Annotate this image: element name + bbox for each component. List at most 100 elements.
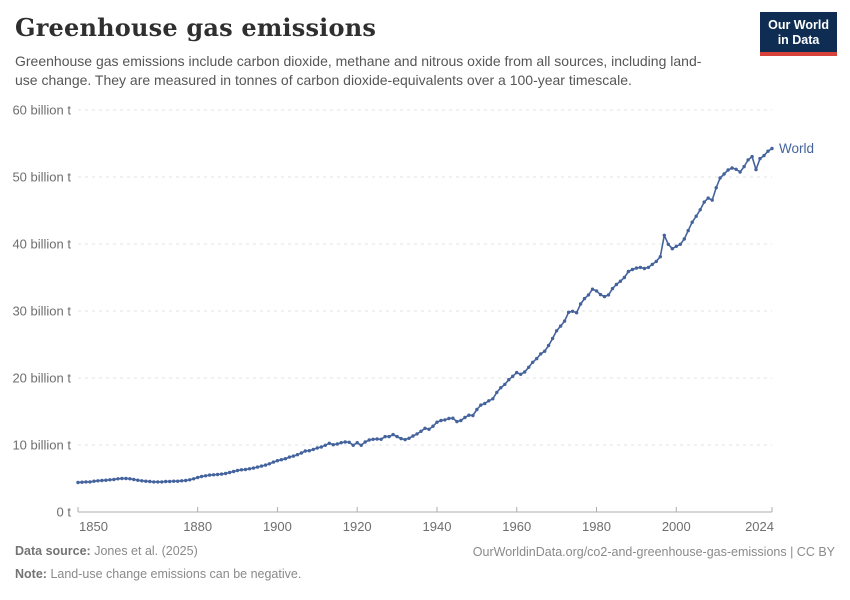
data-point[interactable] [243,467,248,472]
data-point[interactable] [686,228,690,233]
data-point[interactable] [415,432,419,436]
data-point[interactable] [698,208,702,212]
data-point[interactable] [543,349,547,353]
data-point[interactable] [754,167,758,172]
data-point[interactable] [702,200,706,204]
data-point[interactable] [746,158,750,162]
data-point[interactable] [682,237,686,241]
data-point[interactable] [331,443,335,447]
data-point[interactable] [646,265,651,270]
data-point[interactable] [231,469,236,474]
data-point[interactable] [203,474,208,478]
data-point[interactable] [263,463,268,467]
data-point[interactable] [550,336,555,341]
data-point[interactable] [180,479,184,483]
data-point[interactable] [423,426,427,430]
data-point[interactable] [467,413,471,417]
data-point[interactable] [188,478,192,482]
data-point[interactable] [447,416,451,421]
data-point[interactable] [108,478,112,482]
data-point[interactable] [132,477,136,482]
data-point[interactable] [259,464,264,468]
data-point[interactable] [76,480,80,485]
data-point[interactable] [291,454,296,458]
data-point[interactable] [758,156,762,161]
data-point[interactable] [523,370,527,374]
data-point[interactable] [283,457,288,461]
data-point[interactable] [219,472,224,476]
data-point[interactable] [558,324,563,328]
data-point[interactable] [247,467,252,471]
data-point[interactable] [343,440,347,444]
data-point[interactable] [120,476,124,481]
data-point[interactable] [271,460,276,464]
data-point[interactable] [315,446,319,450]
data-point[interactable] [391,432,395,437]
data-point[interactable] [614,282,619,287]
data-point[interactable] [694,214,698,218]
data-point[interactable] [128,477,132,481]
data-point[interactable] [730,166,734,170]
data-point[interactable] [535,356,539,361]
data-point[interactable] [475,407,479,412]
data-point[interactable] [594,289,599,293]
data-point[interactable] [140,479,144,483]
data-point[interactable] [104,478,108,482]
series-world[interactable]: World [76,141,814,485]
data-point[interactable] [479,403,483,407]
data-point[interactable] [223,471,228,476]
data-point[interactable] [375,437,379,441]
data-point[interactable] [136,478,140,482]
data-point[interactable] [738,170,742,174]
data-point[interactable] [610,286,615,291]
data-point[interactable] [176,479,180,483]
data-point[interactable] [327,441,331,445]
data-point[interactable] [714,186,718,190]
data-point[interactable] [618,279,623,283]
data-point[interactable] [582,296,587,301]
data-point[interactable] [363,440,367,444]
data-point[interactable] [88,480,92,484]
data-point[interactable] [459,418,463,423]
data-point[interactable] [144,479,148,483]
data-point[interactable] [267,462,272,466]
data-point[interactable] [718,176,722,180]
data-point[interactable] [666,242,670,246]
data-point[interactable] [606,293,611,297]
data-point[interactable] [670,247,674,251]
data-point[interactable] [160,480,164,484]
data-point[interactable] [319,445,323,449]
data-point[interactable] [124,476,128,481]
data-point[interactable] [199,474,204,479]
data-point[interactable] [634,266,639,270]
data-point[interactable] [84,480,88,484]
data-point[interactable] [539,352,543,356]
data-point[interactable] [499,386,503,390]
data-point[interactable] [335,442,339,446]
data-point[interactable] [495,390,499,395]
data-point[interactable] [527,365,531,369]
data-point[interactable] [351,443,355,447]
data-point[interactable] [211,473,216,477]
series-label-world[interactable]: World [779,141,814,156]
data-point[interactable] [750,154,754,159]
data-point[interactable] [602,294,607,299]
data-point[interactable] [355,441,359,445]
data-point[interactable] [371,437,375,441]
data-point[interactable] [172,479,176,483]
data-point[interactable] [554,329,559,333]
data-point[interactable] [626,269,631,274]
data-point[interactable] [367,438,371,442]
data-point[interactable] [734,167,738,171]
data-point[interactable] [546,343,551,348]
data-point[interactable] [379,437,383,441]
footer-citation-link[interactable]: OurWorldinData.org/co2-and-greenhouse-ga… [472,545,835,559]
data-point[interactable] [431,424,435,428]
owid-logo[interactable]: Our World in Data [760,12,837,56]
data-point[interactable] [515,370,519,375]
data-point[interactable] [239,468,244,472]
data-point[interactable] [207,473,212,477]
data-point[interactable] [710,198,714,202]
data-point[interactable] [215,472,220,477]
